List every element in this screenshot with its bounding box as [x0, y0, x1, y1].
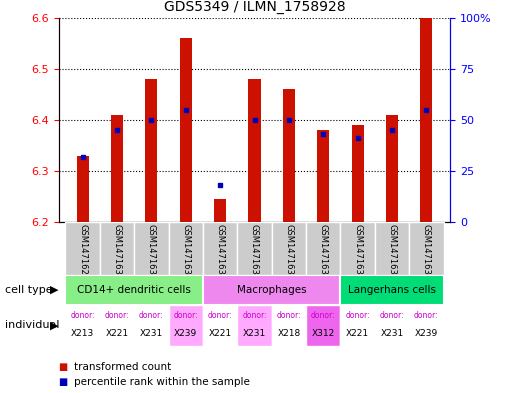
Bar: [375, 305, 409, 346]
Text: GSM1471634: GSM1471634: [216, 224, 224, 280]
Bar: [375, 222, 409, 275]
Text: donor:: donor:: [242, 311, 267, 320]
Text: donor:: donor:: [311, 311, 335, 320]
Text: Macrophages: Macrophages: [237, 285, 306, 295]
Text: donor:: donor:: [380, 311, 404, 320]
Text: GSM1471633: GSM1471633: [285, 224, 293, 280]
Bar: [100, 222, 134, 275]
Bar: [134, 222, 168, 275]
Bar: [386, 115, 398, 222]
Text: donor:: donor:: [105, 311, 129, 320]
Bar: [66, 305, 100, 346]
Bar: [283, 89, 295, 222]
Text: Langerhans cells: Langerhans cells: [348, 285, 436, 295]
Bar: [76, 156, 89, 222]
Bar: [203, 305, 237, 346]
Bar: [66, 275, 203, 305]
Text: donor:: donor:: [414, 311, 439, 320]
Bar: [248, 79, 261, 222]
Text: donor:: donor:: [139, 311, 164, 320]
Text: CD14+ dendritic cells: CD14+ dendritic cells: [77, 285, 191, 295]
Text: transformed count: transformed count: [74, 362, 171, 373]
Bar: [352, 125, 363, 222]
Bar: [168, 222, 203, 275]
Text: GSM1471629: GSM1471629: [78, 224, 87, 280]
Text: donor:: donor:: [276, 311, 301, 320]
Bar: [100, 305, 134, 346]
Bar: [420, 18, 433, 222]
Bar: [341, 275, 443, 305]
Text: ■: ■: [59, 362, 68, 373]
Bar: [306, 222, 341, 275]
Text: percentile rank within the sample: percentile rank within the sample: [74, 377, 250, 387]
Bar: [168, 305, 203, 346]
Text: X221: X221: [105, 329, 129, 338]
Text: X231: X231: [243, 329, 266, 338]
Bar: [203, 222, 237, 275]
Text: ▶: ▶: [50, 320, 59, 330]
Text: GSM1471630: GSM1471630: [112, 224, 122, 280]
Title: GDS5349 / ILMN_1758928: GDS5349 / ILMN_1758928: [164, 0, 345, 14]
Bar: [306, 305, 341, 346]
Text: X231: X231: [140, 329, 163, 338]
Bar: [272, 305, 306, 346]
Text: ■: ■: [59, 377, 68, 387]
Bar: [409, 222, 443, 275]
Text: GSM1471635: GSM1471635: [250, 224, 259, 280]
Text: ▶: ▶: [50, 285, 59, 295]
Text: X213: X213: [71, 329, 94, 338]
Text: X221: X221: [346, 329, 369, 338]
Text: X218: X218: [277, 329, 300, 338]
Bar: [237, 222, 272, 275]
Bar: [134, 305, 168, 346]
Text: donor:: donor:: [345, 311, 370, 320]
Bar: [237, 305, 272, 346]
Text: GSM1471638: GSM1471638: [387, 224, 397, 280]
Text: GSM1471637: GSM1471637: [353, 224, 362, 280]
Text: cell type: cell type: [5, 285, 53, 295]
Bar: [317, 130, 329, 222]
Bar: [66, 222, 100, 275]
Text: donor:: donor:: [208, 311, 233, 320]
Text: donor:: donor:: [70, 311, 95, 320]
Bar: [146, 79, 157, 222]
Text: X312: X312: [312, 329, 335, 338]
Text: GSM1471632: GSM1471632: [181, 224, 190, 280]
Text: individual: individual: [5, 320, 60, 330]
Text: GSM1471631: GSM1471631: [147, 224, 156, 280]
Text: X239: X239: [415, 329, 438, 338]
Bar: [341, 222, 375, 275]
Bar: [111, 115, 123, 222]
Bar: [341, 305, 375, 346]
Text: X231: X231: [380, 329, 404, 338]
Text: GSM1471636: GSM1471636: [319, 224, 328, 280]
Bar: [272, 222, 306, 275]
Text: X239: X239: [174, 329, 197, 338]
Text: X221: X221: [209, 329, 232, 338]
Bar: [214, 199, 226, 222]
Text: GSM1471639: GSM1471639: [422, 224, 431, 280]
Bar: [203, 275, 341, 305]
Bar: [409, 305, 443, 346]
Text: donor:: donor:: [174, 311, 198, 320]
Bar: [180, 38, 192, 222]
